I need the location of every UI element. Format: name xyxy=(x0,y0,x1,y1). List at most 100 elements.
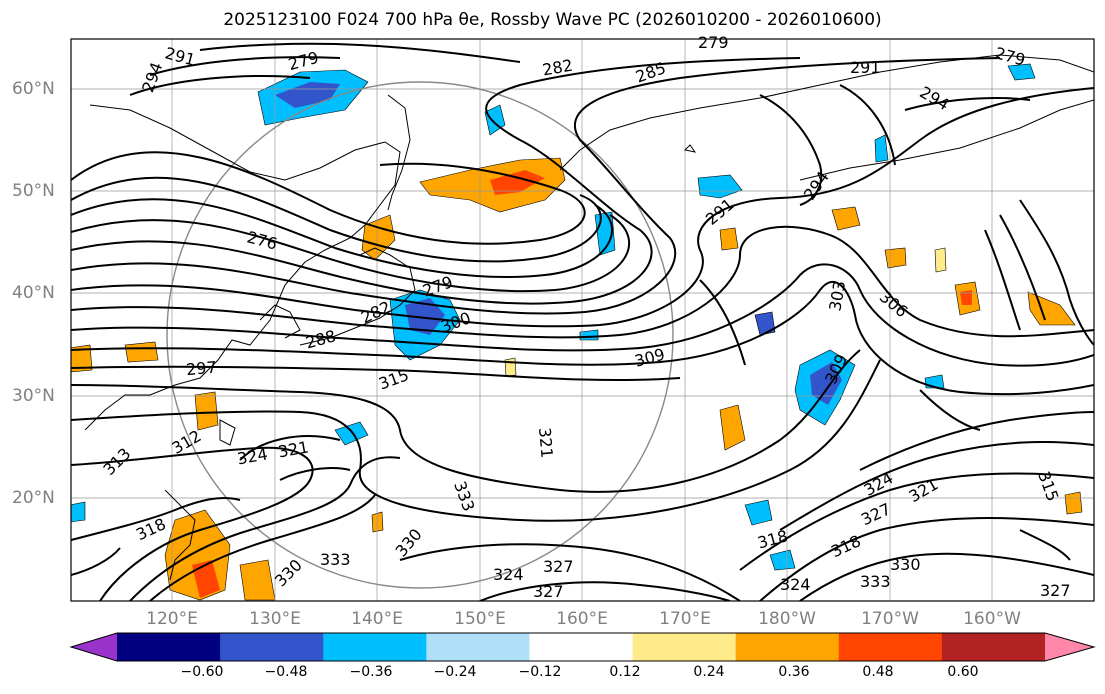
lon-label: 140°E xyxy=(351,609,403,629)
contour-label: 330 xyxy=(890,555,921,574)
graticule xyxy=(71,39,1094,601)
contour-label: 282 xyxy=(358,297,394,327)
colorbar-tick-label: −0.36 xyxy=(349,664,393,680)
lon-label: 180°W xyxy=(758,609,816,629)
contour-label: 276 xyxy=(245,227,279,253)
contour-label: 291 xyxy=(163,43,197,69)
lon-label: 170°W xyxy=(861,609,919,629)
contour-label: 313 xyxy=(99,444,134,479)
positive-anomaly-core xyxy=(490,170,545,195)
positive-anomaly-region xyxy=(884,247,907,269)
lon-label: 160°E xyxy=(556,609,608,629)
colorbar-tick-label: −0.60 xyxy=(180,664,224,680)
contour-label: 279 xyxy=(286,48,320,74)
contour-label: 291 xyxy=(702,195,738,229)
colorbar-tick-label: 0.36 xyxy=(778,664,810,680)
colorbar-outline xyxy=(69,632,1096,662)
positive-anomaly-region xyxy=(831,206,861,231)
colorbar-segment xyxy=(426,633,530,661)
radius-circle xyxy=(166,81,674,589)
lat-label: 40°N xyxy=(12,283,55,303)
negative-anomaly-region xyxy=(744,499,773,526)
negative-anomaly-core xyxy=(405,298,445,335)
contour-label: 294 xyxy=(917,83,953,115)
lon-label: 170°E xyxy=(659,609,711,629)
lon-label: 130°E xyxy=(249,609,301,629)
positive-anomaly-region xyxy=(719,404,746,451)
contour-label: 318 xyxy=(133,514,169,544)
contour-label: 315 xyxy=(1034,469,1062,504)
negative-anomaly-region xyxy=(769,549,796,571)
contour-label: 279 xyxy=(698,33,729,52)
contour-label: 333 xyxy=(320,550,351,569)
colorbar-tick-label: 0.48 xyxy=(862,664,894,680)
colorbar-segment xyxy=(323,633,427,661)
contour-label: 333 xyxy=(450,479,478,514)
contour-label: 279 xyxy=(420,272,455,300)
contour-labels: 291 294 279 282 285 279 291 294 279 276 … xyxy=(99,33,1070,601)
positive-anomaly-core xyxy=(960,290,972,305)
positive-anomaly-region xyxy=(194,391,219,431)
contour-label: 294 xyxy=(138,60,166,95)
lat-label: 20°N xyxy=(12,488,55,508)
colorbar-extend-low xyxy=(71,633,117,661)
contour-label: 324 xyxy=(780,575,811,594)
contour-label: 327 xyxy=(543,557,574,576)
negative-anomaly-region xyxy=(1007,63,1036,81)
theta-e-contours xyxy=(71,42,1094,601)
contour-label: 333 xyxy=(860,572,891,591)
contour-label: 324 xyxy=(861,468,897,500)
lon-label: 160°W xyxy=(963,609,1021,629)
colorbar xyxy=(69,632,1096,662)
colorbar-segment xyxy=(220,633,324,661)
colorbar-segment xyxy=(735,633,840,661)
colorbar-segment xyxy=(632,633,737,661)
lon-label: 150°E xyxy=(454,609,506,629)
contour-label: 330 xyxy=(271,555,306,590)
contour-label: 318 xyxy=(755,526,789,552)
colorbar-tick-label: −0.48 xyxy=(264,664,308,680)
negative-anomaly-core xyxy=(275,82,340,108)
positive-anomaly-region xyxy=(1027,291,1076,326)
negative-anomaly-region xyxy=(579,329,599,341)
contour-label: 321 xyxy=(535,427,557,459)
contour-label: 303 xyxy=(825,279,849,312)
contour-label: 288 xyxy=(303,326,337,352)
contour-label: 318 xyxy=(828,531,864,561)
positive-anomaly-region xyxy=(124,341,159,363)
colorbar-tick-label: −0.12 xyxy=(518,664,562,680)
map-title: 2025123100 F024 700 hPa θe, Rossby Wave … xyxy=(223,10,882,30)
positive-anomaly-region xyxy=(934,247,947,273)
contour-label: 282 xyxy=(541,56,574,80)
positive-anomaly-core xyxy=(192,560,220,598)
colorbar-extend-high xyxy=(1045,633,1094,661)
positive-anomaly-region xyxy=(71,344,93,373)
contour-label: 297 xyxy=(185,358,217,380)
negative-anomaly-region xyxy=(754,311,776,336)
negative-anomaly-core xyxy=(810,362,842,405)
colorbar-segment xyxy=(838,633,943,661)
contour-label: 306 xyxy=(876,287,912,321)
lat-label: 30°N xyxy=(12,386,55,406)
positive-anomaly-region xyxy=(371,511,384,533)
colorbar-segment xyxy=(941,633,1046,661)
colorbar-tick-label: 0.60 xyxy=(947,664,979,680)
positive-anomaly-region xyxy=(719,227,739,251)
positive-anomaly-region xyxy=(504,357,517,377)
colorbar-tick-label: 0.24 xyxy=(693,664,725,680)
negative-anomaly-region xyxy=(697,174,743,199)
negative-anomaly-region xyxy=(874,134,889,163)
contour-label: 324 xyxy=(236,444,269,468)
colorbar-segment xyxy=(529,633,634,661)
contour-label: 291 xyxy=(850,58,881,77)
lat-label: 50°N xyxy=(12,181,55,201)
coastlines xyxy=(84,54,1094,581)
positive-anomaly-region xyxy=(1064,491,1083,515)
lat-label: 60°N xyxy=(12,79,55,99)
contour-label: 327 xyxy=(1040,581,1071,600)
contour-label: 285 xyxy=(633,58,668,86)
negative-anomaly-region xyxy=(334,421,369,446)
colorbar-segment xyxy=(117,633,221,661)
lon-label: 120°E xyxy=(146,609,198,629)
